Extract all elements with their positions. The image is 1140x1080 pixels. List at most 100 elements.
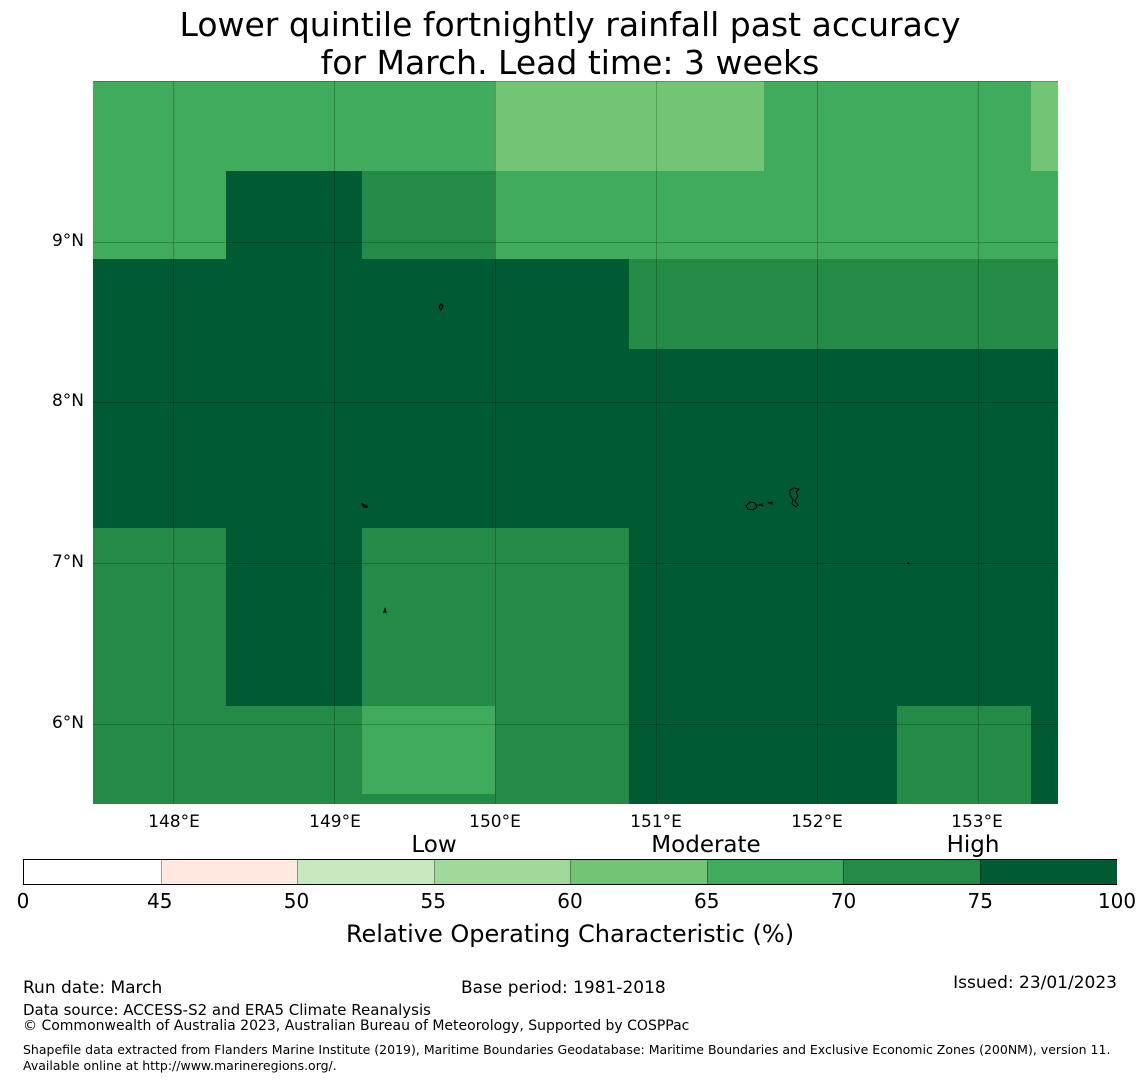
- longitude-gridline: [817, 81, 818, 804]
- map-title: Lower quintile fortnightly rainfall past…: [0, 6, 1140, 82]
- colorbar-divider: [160, 860, 162, 884]
- colorbar-segment: [706, 860, 844, 884]
- longitude-gridline: [495, 81, 496, 804]
- colorbar-segment: [24, 860, 161, 884]
- colorbar-divider: [979, 860, 981, 884]
- map-grid-cell: [495, 349, 629, 438]
- map-grid-cell: [897, 171, 1031, 259]
- map-grid-cell: [1031, 438, 1058, 528]
- copyright: © Commonwealth of Australia 2023, Austra…: [23, 1018, 690, 1034]
- colorbar-segment: [979, 860, 1117, 884]
- map-grid-cell: [93, 706, 226, 794]
- latitude-gridline: [93, 81, 1058, 82]
- map-grid-cell: [495, 528, 629, 616]
- map-grid-cell: [226, 794, 362, 804]
- map-grid-cell: [897, 259, 1031, 349]
- map-grid-cell: [897, 438, 1031, 528]
- map-grid-cell: [629, 259, 764, 349]
- map-grid-cell: [764, 81, 897, 171]
- base-period: Base period: 1981-2018: [461, 978, 666, 998]
- map-grid-cell: [226, 438, 362, 528]
- colorbar-divider: [433, 860, 435, 884]
- map-grid-cell: [93, 259, 226, 349]
- map-grid-cell: [362, 171, 495, 259]
- title-line-2: for March. Lead time: 3 weeks: [320, 43, 820, 82]
- map-grid-cell: [226, 349, 362, 438]
- map-grid-cell: [897, 528, 1031, 616]
- map-grid-cell: [495, 706, 629, 794]
- colorbar-divider: [843, 860, 844, 884]
- map-grid-cell: [93, 81, 226, 171]
- map-grid-cell: [629, 616, 764, 706]
- map-grid-cell: [897, 616, 1031, 706]
- map-grid-cell: [629, 528, 764, 616]
- map-grid-cell: [93, 349, 226, 438]
- map-grid-cell: [629, 706, 764, 794]
- map-grid-cell: [1031, 706, 1058, 794]
- map-grid-cell: [629, 81, 764, 171]
- colorbar-segment: [843, 860, 980, 884]
- map-grid-cell: [362, 794, 495, 804]
- latitude-gridline: [93, 724, 1058, 725]
- colorbar-divider: [297, 860, 298, 884]
- map-grid-cell: [764, 616, 897, 706]
- map-grid-cell: [897, 81, 1031, 171]
- lon-tick-label: 153°E: [951, 812, 1003, 832]
- issued-date: Issued: 23/01/2023: [953, 973, 1117, 993]
- lon-tick-label: 152°E: [791, 812, 843, 832]
- shapefile-credit: Shapefile data extracted from Flanders M…: [23, 1042, 1111, 1073]
- colorbar-segment: [433, 860, 571, 884]
- legend-category-low: Low: [411, 832, 457, 858]
- longitude-gridline: [334, 81, 335, 804]
- map-grid-cell: [362, 528, 495, 616]
- map-grid-cell: [1031, 349, 1058, 438]
- map-grid-cell: [495, 794, 629, 804]
- colorbar-tick-label: 60: [557, 889, 583, 913]
- latitude-gridline: [93, 402, 1058, 403]
- colorbar-tick-label: 100: [1097, 889, 1137, 913]
- map-grid-cell: [629, 438, 764, 528]
- map-grid-cell: [1031, 794, 1058, 804]
- longitude-gridline: [978, 81, 979, 804]
- lat-tick-label: 8°N: [51, 391, 84, 411]
- map-grid-cell: [226, 259, 362, 349]
- colorbar-tick-label: 45: [147, 889, 173, 913]
- legend-category-high: High: [946, 832, 1000, 858]
- colorbar-tick-label: 50: [283, 889, 310, 913]
- map-grid-cell: [1031, 171, 1058, 259]
- map-grid-cell: [93, 438, 226, 528]
- title-line-1: Lower quintile fortnightly rainfall past…: [179, 5, 961, 44]
- map-grid-cell: [897, 794, 1031, 804]
- map-grid-cell: [362, 259, 495, 349]
- run-date: Run date: March: [23, 978, 163, 998]
- map-grid-cell: [495, 81, 629, 171]
- lon-tick-label: 149°E: [309, 812, 361, 832]
- map-grid-cell: [93, 528, 226, 616]
- map-grid-cell: [764, 706, 897, 794]
- lon-tick-label: 148°E: [148, 812, 200, 832]
- latitude-gridline: [93, 242, 1058, 243]
- colorbar-segment: [570, 860, 707, 884]
- longitude-gridline: [173, 81, 174, 804]
- lat-tick-label: 9°N: [51, 231, 84, 251]
- map-grid-cell: [226, 528, 362, 616]
- map-grid-cell: [764, 259, 897, 349]
- map-grid-cell: [93, 171, 226, 259]
- map-grid-cell: [1031, 616, 1058, 706]
- map-grid-cell: [362, 438, 495, 528]
- lat-tick-label: 7°N: [51, 552, 84, 572]
- map-grid-cell: [1031, 259, 1058, 349]
- map-grid-cell: [897, 706, 1031, 794]
- map-grid-cell: [495, 259, 629, 349]
- map-grid-cell: [93, 616, 226, 706]
- latitude-gridline: [93, 563, 1058, 564]
- map-grid-cell: [629, 171, 764, 259]
- colorbar-tick-label: 70: [830, 889, 857, 913]
- colorbar-divider: [570, 860, 571, 884]
- map-grid-cell: [764, 438, 897, 528]
- colorbar-divider: [706, 860, 708, 884]
- colorbar-segment: [160, 860, 298, 884]
- longitude-gridline: [656, 81, 657, 804]
- map-grid-cell: [226, 171, 362, 259]
- map-grid-cell: [764, 794, 897, 804]
